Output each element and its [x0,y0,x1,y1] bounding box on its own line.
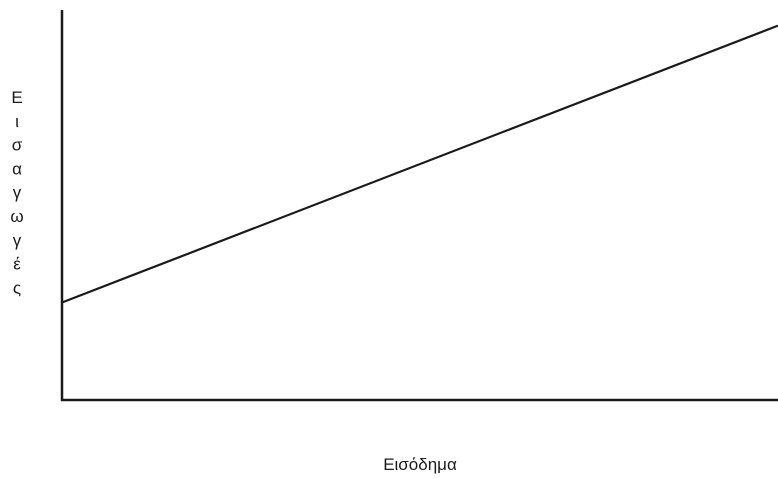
series-layer [61,24,778,304]
series-line-0 [61,24,778,304]
y-axis-label-letter: έ [13,255,21,274]
y-axis-label-letter: ω [10,207,23,226]
x-axis-label: Εισόδημα [383,455,457,474]
y-axis-label-letter: γ [13,231,22,250]
y-axis-label-letter: γ [13,183,22,202]
y-axis-label-letter: Ε [11,88,22,107]
y-axis-label-letter: σ [12,136,23,155]
y-axis-label-letter: ς [13,278,21,297]
chart-axes [60,10,778,402]
y-axis-label-letter: ι [15,112,19,131]
y-axis-label-letter: α [12,159,22,178]
